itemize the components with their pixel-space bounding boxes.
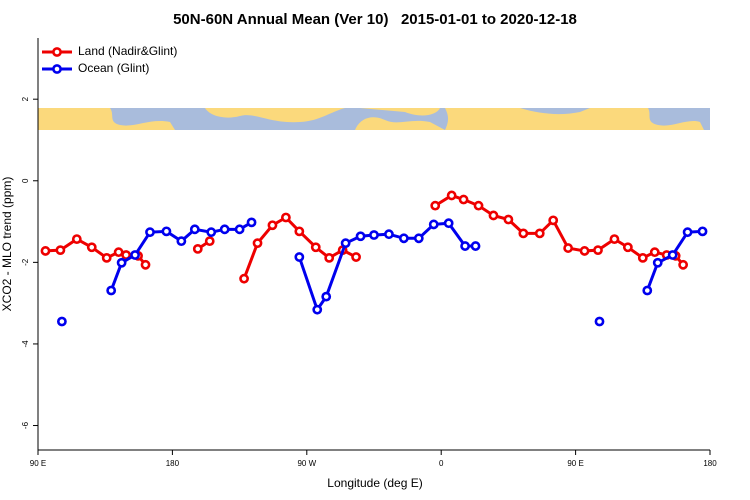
legend-label: Ocean (Glint) (78, 61, 149, 75)
data-point (340, 238, 351, 249)
data-point (428, 219, 439, 230)
data-point (548, 215, 559, 226)
data-point (446, 190, 457, 201)
data-point (312, 304, 323, 315)
y-tick-label: 0 (21, 178, 30, 183)
x-tick-label: 180 (166, 459, 180, 468)
data-point (267, 220, 278, 231)
data-point (534, 228, 545, 239)
data-point (593, 245, 603, 256)
data-point (652, 257, 663, 268)
data-point (430, 200, 441, 211)
data-point (321, 291, 332, 302)
data-point (667, 250, 678, 260)
x-tick-label: 0 (439, 459, 444, 468)
data-point (101, 252, 112, 263)
data-point (470, 241, 481, 251)
data-point (239, 273, 249, 284)
data-point (40, 246, 51, 256)
data-point (55, 245, 66, 256)
y-tick-label: 2 (21, 96, 30, 101)
y-tick-label: -4 (21, 340, 30, 348)
data-point (294, 252, 305, 262)
data-point (369, 230, 379, 240)
data-point (413, 233, 424, 244)
data-point (398, 233, 409, 244)
data-point (563, 243, 574, 253)
x-axis-label: Longitude (deg E) (327, 476, 422, 490)
data-point (579, 246, 590, 256)
data-point (113, 247, 124, 258)
x-tick-label: 180 (703, 459, 717, 468)
data-point (145, 227, 155, 238)
data-point (460, 241, 470, 251)
data-point (189, 224, 200, 235)
data-point (219, 224, 230, 235)
data-point (206, 227, 217, 238)
data-point (594, 316, 605, 327)
data-point (192, 243, 203, 254)
y-axis-label: XCO2 - MLO trend (ppm) (0, 177, 14, 312)
data-point (503, 214, 514, 225)
data-point (324, 252, 335, 263)
data-point (116, 257, 127, 268)
data-point (682, 227, 693, 238)
data-point (294, 226, 305, 237)
data-point (310, 242, 321, 253)
y-tick-label: -2 (21, 258, 30, 266)
x-tick-label: 90 E (567, 459, 583, 468)
data-point (488, 210, 499, 221)
data-point (355, 231, 366, 242)
data-point (140, 259, 151, 270)
data-point (71, 234, 82, 245)
data-point (649, 247, 660, 258)
data-point (252, 238, 263, 249)
data-point (106, 285, 117, 296)
data-point (234, 224, 245, 235)
data-point (473, 200, 484, 211)
map-band (38, 108, 710, 130)
data-point (130, 250, 140, 260)
legend-label: Land (Nadir&Glint) (78, 44, 177, 58)
legend-marker (52, 47, 62, 57)
data-point (443, 218, 454, 229)
data-point (246, 217, 257, 228)
data-point (637, 252, 648, 263)
data-point (642, 285, 653, 296)
data-point (697, 226, 708, 237)
y-tick-label: -6 (21, 421, 30, 429)
data-point (204, 236, 215, 247)
data-point (458, 194, 469, 205)
data-point (86, 242, 97, 253)
data-point (622, 242, 633, 253)
data-point (678, 259, 689, 270)
data-point (384, 229, 394, 240)
data-point (280, 212, 291, 223)
legend-marker (52, 64, 62, 74)
chart-title: 50N-60N Annual Mean (Ver 10) 2015-01-01 … (173, 11, 577, 28)
x-tick-label: 90 W (297, 459, 316, 468)
data-point (56, 316, 67, 327)
data-point (518, 228, 529, 239)
data-point (161, 226, 172, 237)
data-point (351, 252, 361, 262)
data-point (176, 236, 187, 247)
x-tick-label: 90 E (30, 459, 46, 468)
data-point (609, 234, 620, 245)
